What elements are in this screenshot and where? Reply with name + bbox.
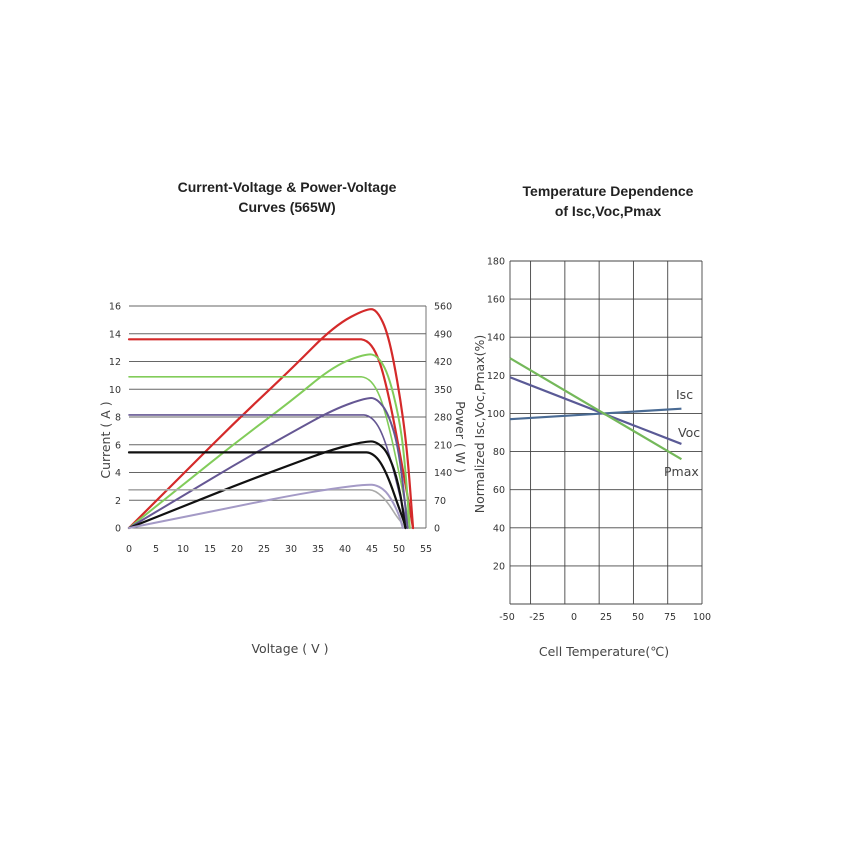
temp-x-axis-label: Cell Temperature(℃) bbox=[539, 644, 669, 659]
temp-y-tick: 180 bbox=[487, 257, 505, 268]
left-chart-title: Current-Voltage & Power-Voltage Curves (… bbox=[177, 179, 397, 215]
temp-line-voc bbox=[509, 376, 682, 445]
iv-x-axis-label: Voltage ( V ) bbox=[251, 641, 328, 656]
iv-y-tick: 16 bbox=[109, 302, 121, 313]
temp-y-tick: 20 bbox=[493, 561, 505, 572]
iv-y-tick: 2 bbox=[115, 496, 121, 507]
iv-x-tick: 55 bbox=[420, 544, 432, 555]
iv-y2-tick: 490 bbox=[434, 329, 452, 340]
pv-curve-7 bbox=[127, 440, 407, 530]
iv-y-tick: 6 bbox=[115, 440, 121, 451]
temp-label-voc: Voc bbox=[678, 425, 700, 440]
iv-x-tick: 30 bbox=[285, 544, 297, 555]
iv-y-tick: 4 bbox=[115, 468, 121, 479]
iv-y-axis-label: Current ( A ) bbox=[98, 401, 113, 478]
iv-y-tick: 8 bbox=[115, 413, 121, 424]
temp-label-isc: Isc bbox=[676, 387, 693, 402]
iv-y2-tick: 560 bbox=[434, 302, 452, 313]
temp-x-tick: -50 bbox=[499, 612, 515, 623]
iv-y2-tick: 420 bbox=[434, 357, 452, 368]
temp-x-tick: -25 bbox=[529, 612, 545, 623]
temp-x-tick: 100 bbox=[693, 612, 711, 623]
iv-y2-axis-label: Power ( W ) bbox=[453, 401, 468, 473]
iv-x-tick: 15 bbox=[204, 544, 216, 555]
iv-y2-tick: 210 bbox=[434, 440, 452, 451]
temp-grid bbox=[509, 260, 703, 605]
pv-curve-1 bbox=[127, 308, 415, 530]
temp-y-tick: 60 bbox=[493, 485, 505, 496]
temp-y-tick: 120 bbox=[487, 371, 505, 382]
temp-line-isc bbox=[509, 407, 682, 421]
iv-x-tick: 40 bbox=[339, 544, 351, 555]
pv-curve-3 bbox=[128, 353, 411, 529]
temp-y-tick: 100 bbox=[487, 409, 505, 420]
iv-y2-tick: 280 bbox=[434, 413, 452, 424]
temp-line-pmax bbox=[509, 357, 682, 461]
temp-x-tick: 50 bbox=[632, 612, 644, 623]
iv-y2-tick: 0 bbox=[434, 524, 440, 535]
temp-y-axis-label: Normalized Isc,Voc,Pmax(%) bbox=[472, 335, 487, 513]
temp-y-tick: 80 bbox=[493, 447, 505, 458]
iv-ticks: 0 5 10 15 20 25 30 35 40 45 50 55024681012141607014… bbox=[109, 302, 452, 556]
temp-ticks: -50 -25 0 25 50 75 100 20 40 60 80 100 120 140 160 180 bbox=[487, 257, 711, 624]
temp-x-tick: 25 bbox=[600, 612, 612, 623]
temp-x-tick: 0 bbox=[571, 612, 577, 623]
temp-y-tick: 140 bbox=[487, 333, 505, 344]
iv-y2-tick: 140 bbox=[434, 468, 452, 479]
iv-grid bbox=[129, 305, 427, 529]
iv-x-tick: 35 bbox=[312, 544, 324, 555]
iv-y-tick: 0 bbox=[115, 524, 121, 535]
iv-x-tick: 0 bbox=[126, 544, 132, 555]
iv-y2-tick: 350 bbox=[434, 385, 452, 396]
temp-y-tick: 160 bbox=[487, 295, 505, 306]
iv-series bbox=[127, 308, 415, 530]
iv-x-tick: 5 bbox=[153, 544, 159, 555]
temp-label-pmax: Pmax bbox=[664, 464, 699, 479]
iv-x-tick: 20 bbox=[231, 544, 243, 555]
iv-y-tick: 14 bbox=[109, 329, 121, 340]
iv-x-tick: 10 bbox=[177, 544, 189, 555]
iv-y-tick: 10 bbox=[109, 385, 121, 396]
iv-x-tick: 50 bbox=[393, 544, 405, 555]
temp-y-tick: 40 bbox=[493, 523, 505, 534]
pv-curve-9 bbox=[128, 483, 404, 529]
iv-x-tick: 25 bbox=[258, 544, 270, 555]
temp-x-tick: 75 bbox=[664, 612, 676, 623]
temp-series: Isc Voc Pmax bbox=[509, 357, 700, 479]
pv-curve-5 bbox=[128, 397, 409, 529]
iv-y2-tick: 70 bbox=[434, 496, 446, 507]
iv-y-tick: 12 bbox=[109, 357, 121, 368]
iv-x-tick: 45 bbox=[366, 544, 378, 555]
right-chart-title: Temperature Dependence of Isc,Voc,Pmax bbox=[522, 183, 694, 219]
